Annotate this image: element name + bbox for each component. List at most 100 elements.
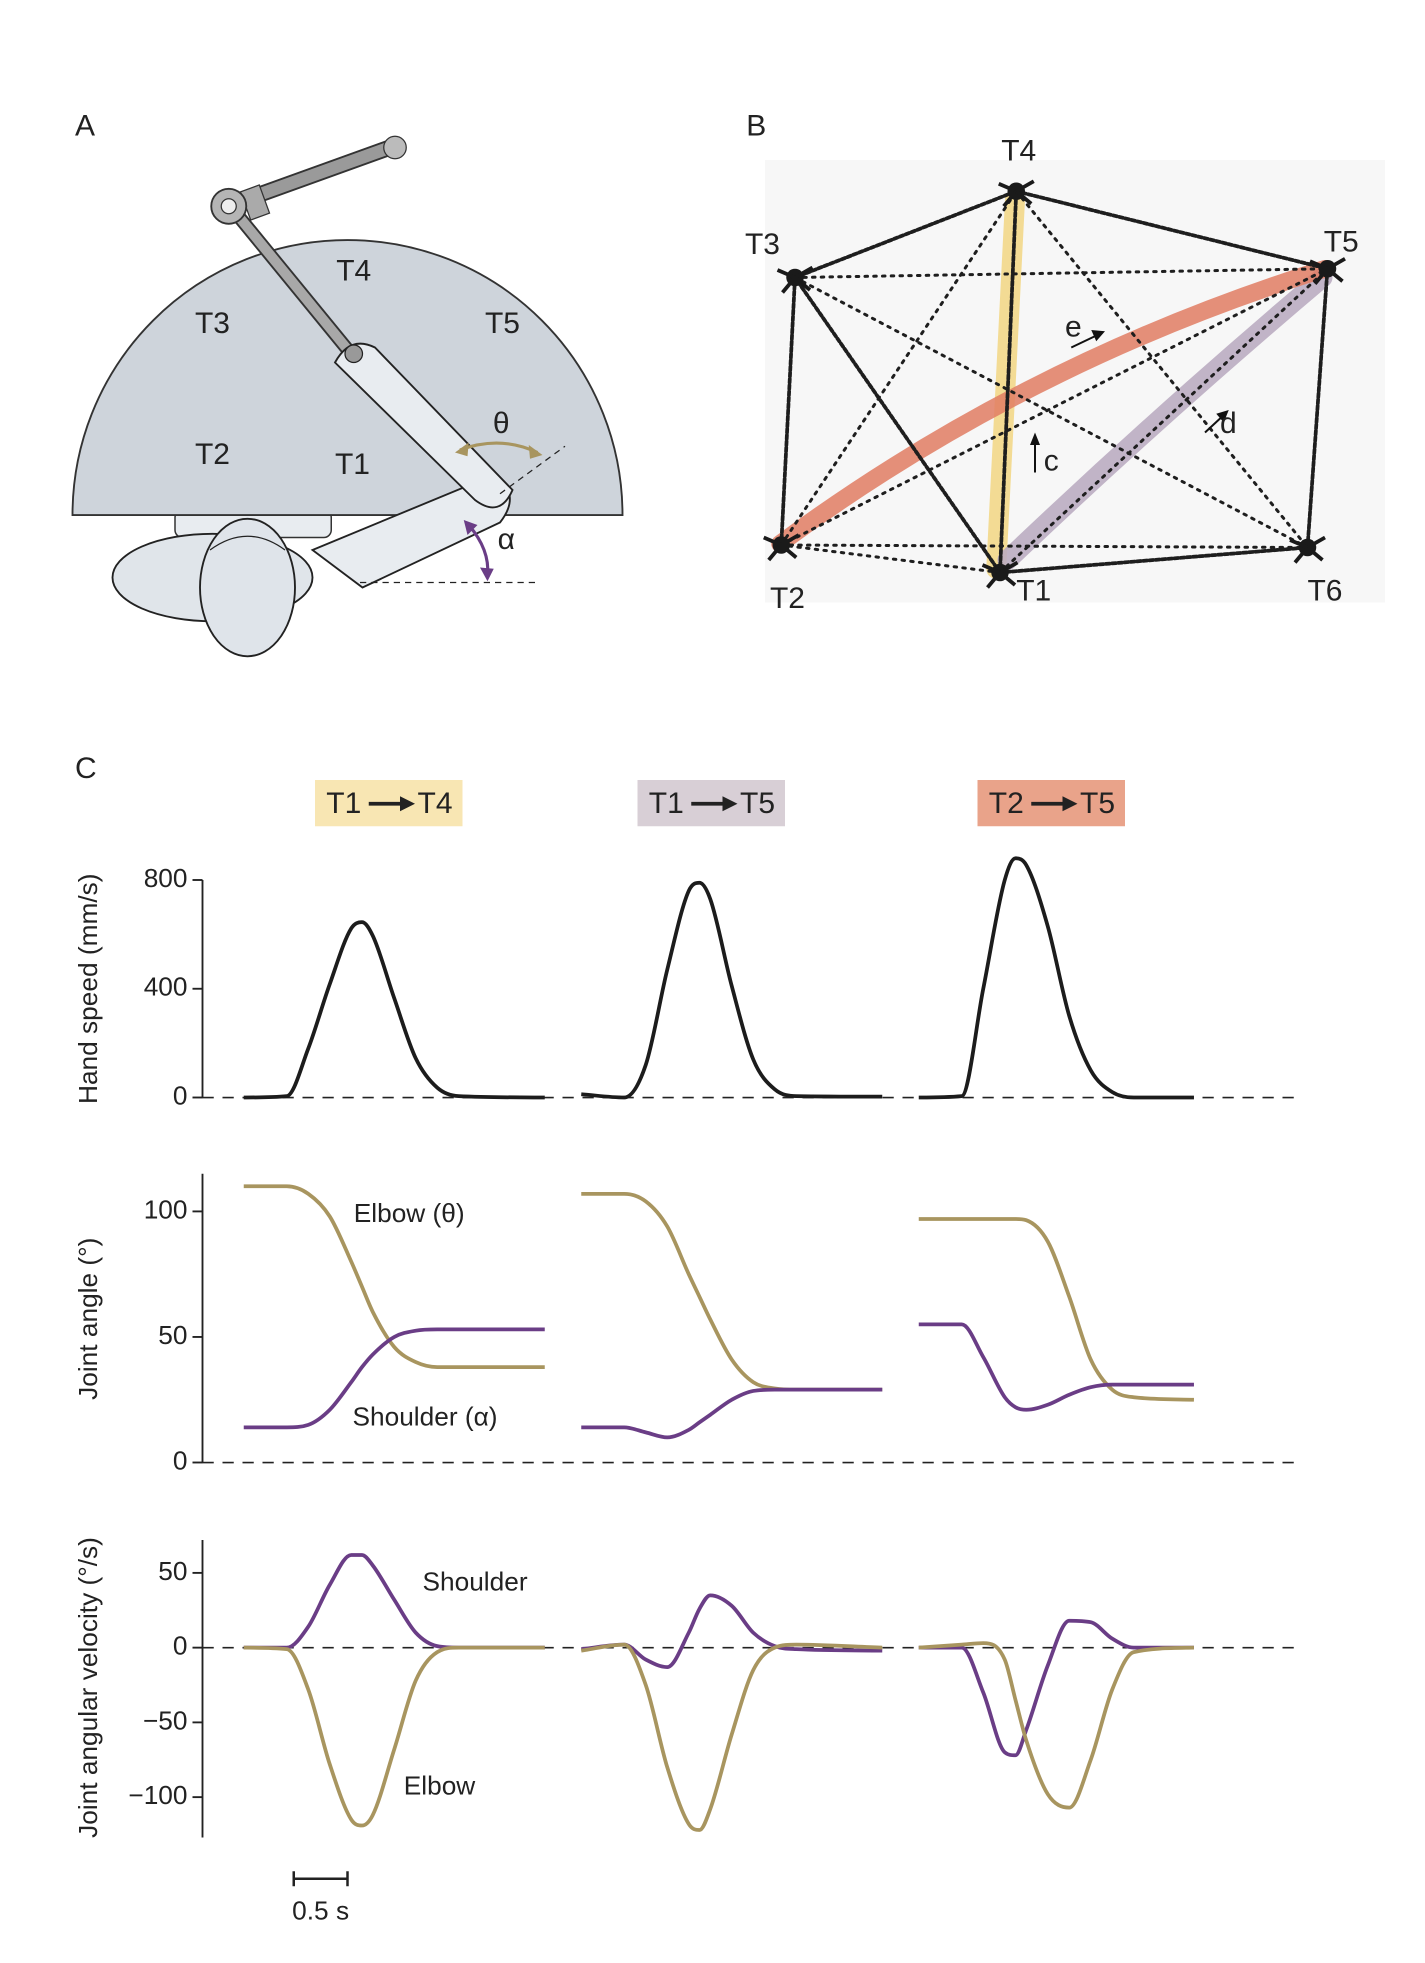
trajectory [793, 275, 1002, 575]
y-axis-label: Hand speed (mm/s) [73, 874, 103, 1105]
target-marker [1313, 267, 1329, 285]
target-marker [1293, 546, 1309, 564]
series-label: Elbow (θ) [354, 1198, 465, 1228]
line-series [243, 1184, 545, 1369]
target-marker [981, 563, 1001, 575]
target-marker [1015, 179, 1035, 193]
target-marker [1306, 546, 1324, 562]
y-tick-label: −50 [143, 1705, 188, 1735]
condition-from: T1 [326, 787, 361, 820]
y-tick-label: 400 [144, 972, 188, 1002]
robot-joint [383, 135, 407, 160]
target-marker [1289, 538, 1309, 550]
line-series [243, 1327, 545, 1430]
y-tick-label: 800 [144, 863, 188, 893]
y-tick-label: 100 [144, 1194, 188, 1224]
movement-label: d [1220, 407, 1237, 440]
panel-label: B [746, 109, 766, 142]
trajectory [1014, 189, 1309, 549]
trajectory [779, 189, 1018, 547]
y-axis-label: Joint angle (°) [73, 1238, 103, 1400]
target-marker [1326, 257, 1346, 271]
arrowhead [1091, 330, 1105, 342]
series-label: Elbow [404, 1770, 477, 1800]
target-label: T5 [485, 307, 520, 340]
target-marker [1306, 535, 1326, 550]
condition-to: T5 [1080, 787, 1115, 820]
movement-band [771, 259, 1334, 553]
target-marker [776, 268, 796, 280]
target-label: T5 [1324, 226, 1359, 259]
handle [344, 344, 364, 364]
target-marker [986, 571, 1002, 589]
target-marker [794, 265, 814, 280]
target-marker [780, 533, 800, 547]
trajectory [793, 267, 1329, 279]
angle-symbol: θ [493, 407, 510, 440]
target-marker [999, 560, 1019, 575]
arrowhead [463, 520, 478, 535]
y-tick-label: 0 [173, 1445, 188, 1475]
series-label: Shoulder (α) [353, 1402, 498, 1432]
direction-arrow [1204, 415, 1224, 434]
line-series [580, 1642, 883, 1832]
trajectory-background [765, 160, 1385, 603]
movement-band [997, 267, 1333, 570]
workspace [71, 239, 624, 516]
arrowhead [480, 567, 494, 582]
condition-to: T4 [418, 787, 453, 820]
target-marker [1015, 189, 1033, 206]
arrowhead [1062, 796, 1078, 812]
trajectory [998, 545, 1310, 575]
target-marker [998, 182, 1017, 193]
line-series [581, 1593, 883, 1669]
target-marker [1002, 190, 1018, 208]
reference-line [499, 445, 566, 495]
trajectory [779, 543, 1002, 574]
y-tick-label: −100 [128, 1780, 187, 1810]
trajectory [793, 189, 1019, 280]
arrowhead [1216, 410, 1229, 423]
y-axis-label: Joint angular velocity (°/s) [73, 1537, 103, 1838]
robot-base [220, 198, 237, 215]
target-label: T3 [195, 307, 230, 340]
line-series [243, 1553, 545, 1650]
panel-label: C [75, 752, 97, 785]
trajectory [1014, 189, 1330, 271]
head [199, 517, 296, 658]
arrowhead [1030, 432, 1040, 445]
arrowhead [528, 445, 543, 459]
target-label: T4 [1001, 134, 1036, 167]
panel-label: A [75, 109, 95, 142]
target-marker [1326, 267, 1344, 283]
target-marker [767, 543, 783, 562]
trajectory [779, 267, 1329, 547]
angle-symbol: α [498, 523, 515, 556]
y-tick-label: 0 [173, 1631, 188, 1661]
y-tick-label: 50 [158, 1320, 187, 1350]
movement-label: e [1065, 311, 1082, 344]
line-series [581, 1191, 883, 1392]
movement-label: c [1044, 444, 1059, 477]
target-label: T2 [195, 438, 230, 471]
line-series [918, 1618, 1194, 1758]
target-marker [1309, 259, 1329, 271]
target-label: T1 [1016, 574, 1051, 607]
target-marker [793, 276, 812, 292]
series-label: Shoulder [423, 1567, 528, 1597]
trajectories [763, 179, 1346, 589]
line-series [918, 856, 1194, 1100]
scale-bar-label: 0.5 s [292, 1895, 349, 1925]
trajectory [779, 275, 797, 547]
target-marker [998, 571, 1017, 587]
panel-b: B c d e [746, 109, 1385, 603]
target-label: T4 [336, 254, 371, 287]
trajectory [779, 543, 1309, 549]
trajectory [1305, 266, 1330, 550]
trajectory [998, 189, 1019, 575]
y-tick-label: 0 [173, 1080, 188, 1110]
forearm [333, 342, 514, 509]
line-series [581, 1387, 883, 1440]
